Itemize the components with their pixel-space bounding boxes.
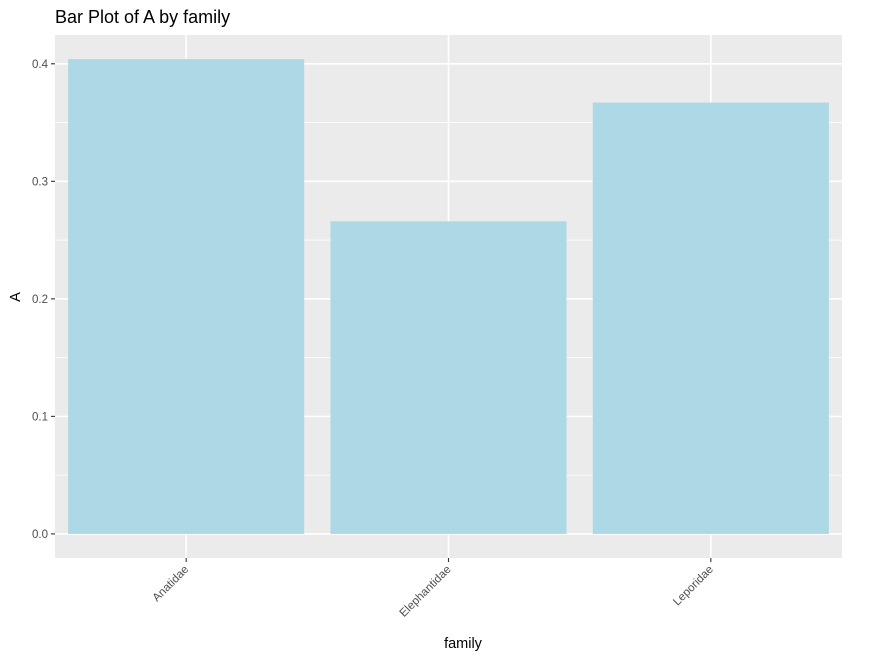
bar-leporidae (592, 102, 829, 534)
y-axis-title: A (8, 292, 24, 302)
y-tick-label: 0.2 (32, 294, 48, 306)
bar-elephantidae (330, 221, 567, 534)
y-tick-label: 0.3 (32, 176, 48, 188)
y-tick-label: 0.4 (32, 59, 49, 71)
y-axis: 0.0 0.1 0.2 0.3 0.4 (32, 59, 55, 541)
chart-title: Bar Plot of A by family (55, 7, 230, 27)
y-tick-label: 0.0 (32, 529, 48, 541)
x-axis-title: family (444, 636, 483, 652)
bars (68, 59, 829, 534)
x-tick-label: Anatidae (151, 564, 192, 605)
x-axis: Anatidae Elephantidae Leporidae (151, 558, 716, 620)
y-tick-label: 0.1 (32, 411, 48, 423)
x-tick-label: Leporidae (671, 564, 716, 609)
x-tick-label: Elephantidae (398, 564, 454, 620)
bar-anatidae (68, 59, 305, 534)
